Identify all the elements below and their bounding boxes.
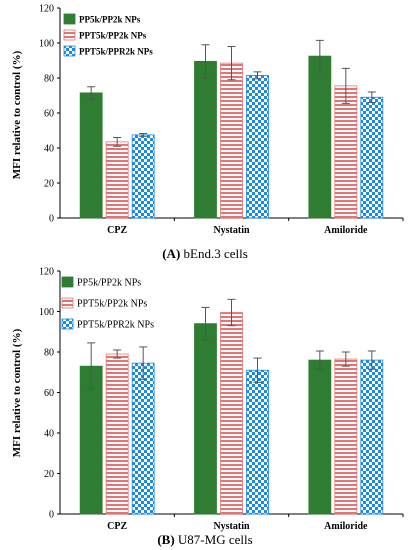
bar	[220, 62, 243, 219]
legend: PP5k/PP2k NPs PPT5k/PP2k NPs PPT5k/PPR2k N…	[63, 13, 153, 57]
bar	[194, 60, 217, 219]
bar	[131, 362, 155, 515]
bar	[308, 359, 332, 515]
bar	[308, 55, 332, 219]
bar	[360, 96, 384, 219]
x-tick-label: CPZ	[107, 521, 127, 532]
legend-label: PPT5k/PP2k NPs	[79, 31, 147, 41]
panel-b: MFI relative to control (%) (B) U87-MG c…	[11, 267, 404, 547]
legend-label: PP5k/PP2k NPs	[77, 278, 141, 289]
bar	[220, 312, 243, 515]
x-tick-label: CPZ	[107, 225, 127, 236]
bar	[334, 85, 358, 219]
caption-letter: B	[162, 532, 171, 547]
legend-label: PPT5k/PPR2k NPs	[77, 320, 154, 331]
y-tick-label: 0	[49, 510, 54, 521]
y-tick-label: 60	[44, 388, 54, 399]
legend-swatch	[61, 318, 74, 330]
panel-caption: (A) bEnd.3 cells	[162, 246, 248, 261]
y-axis-label: MFI relative to control (%)	[11, 328, 23, 457]
legend-label: PP5k/PP2k NPs	[79, 15, 141, 25]
x-tick-label: Nystatin	[213, 225, 250, 236]
caption-text: bEnd.3 cells	[184, 246, 248, 261]
caption-text: U87-MG cells	[178, 532, 253, 547]
x-tick-label: Amiloride	[324, 225, 368, 236]
legend-swatch	[63, 13, 76, 25]
y-tick-label: 40	[44, 429, 54, 440]
y-tick-label: 120	[39, 267, 54, 278]
y-tick-label: 20	[44, 179, 54, 190]
panel-a: MFI relative to control (%) (A) bEnd.3 c…	[11, 4, 404, 261]
legend-swatch	[63, 29, 76, 41]
bar	[79, 92, 103, 219]
caption-letter: A	[167, 246, 177, 261]
y-tick-label: 80	[44, 74, 54, 85]
y-tick-label: 120	[39, 4, 54, 15]
x-tick-label: Nystatin	[213, 521, 250, 532]
y-tick-label: 100	[39, 39, 54, 50]
bar	[360, 359, 384, 515]
bar	[131, 134, 155, 219]
bar	[105, 141, 129, 219]
x-tick-label: Amiloride	[324, 521, 368, 532]
bar	[334, 358, 358, 515]
bar	[246, 74, 269, 219]
bar	[105, 353, 129, 515]
y-tick-label: 60	[44, 109, 54, 120]
legend-label: PPT5k/PPR2k NPs	[79, 47, 153, 57]
y-tick-label: 100	[39, 307, 54, 318]
y-axis-label: MFI relative to control (%)	[11, 50, 23, 179]
legend-swatch	[63, 45, 76, 57]
y-tick-label: 20	[44, 469, 54, 480]
legend-swatch	[61, 297, 74, 309]
y-tick-label: 40	[44, 144, 54, 155]
y-tick-label: 80	[44, 348, 54, 359]
bar	[194, 323, 217, 515]
legend: PP5k/PP2k NPs PPT5k/PP2k NPs PPT5k/PPR2k N…	[61, 276, 154, 331]
legend-swatch	[61, 276, 74, 288]
y-tick-label: 0	[49, 214, 54, 225]
legend-label: PPT5k/PP2k NPs	[77, 299, 147, 310]
bar	[246, 369, 269, 515]
panel-caption: (B) U87-MG cells	[157, 532, 252, 547]
